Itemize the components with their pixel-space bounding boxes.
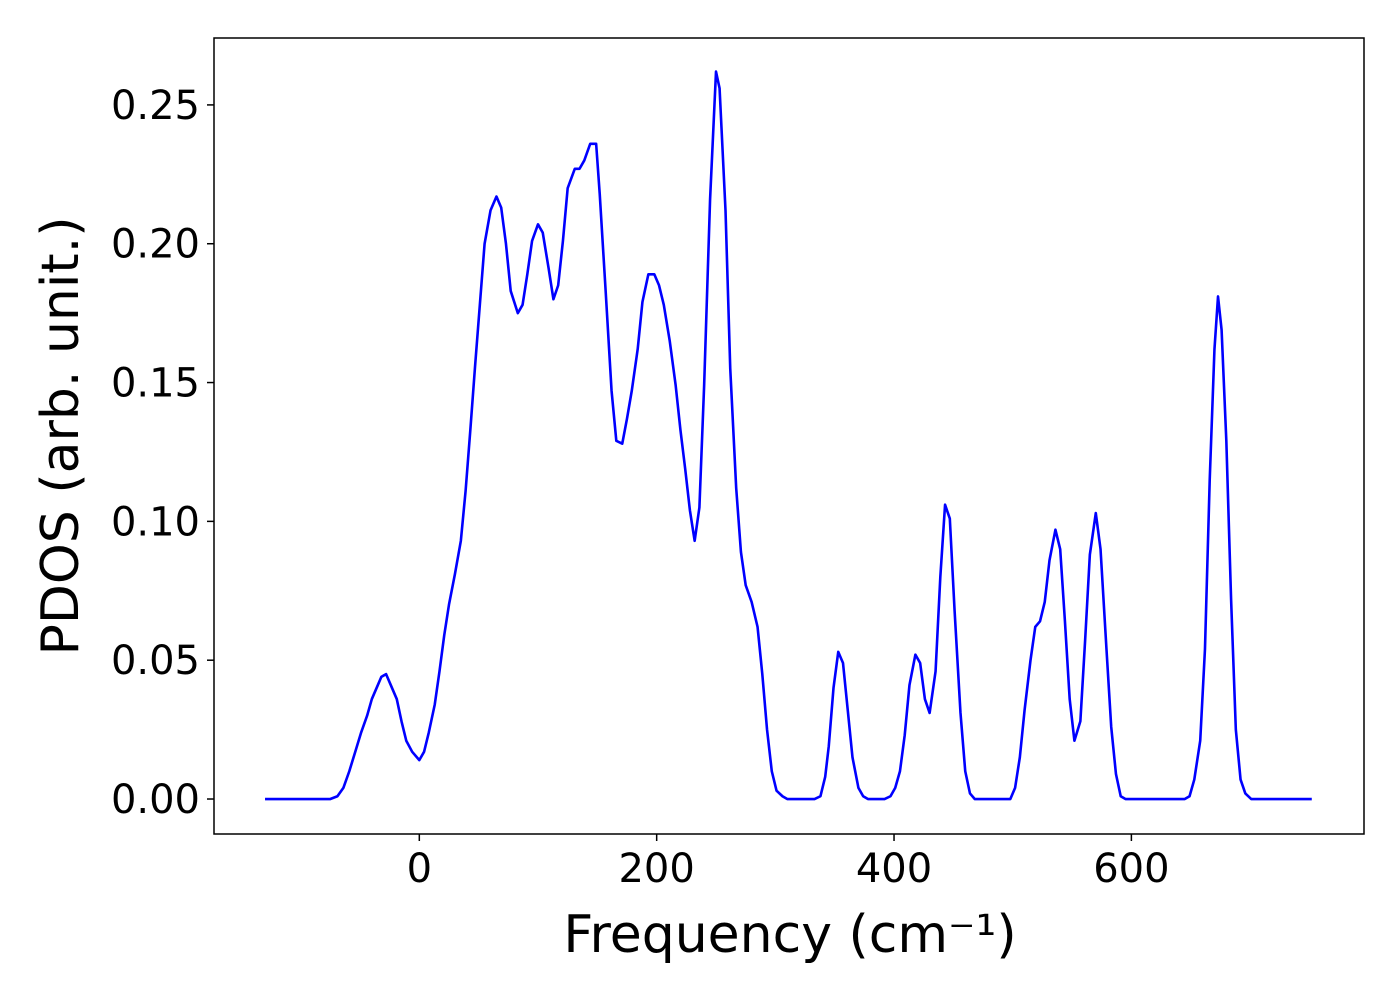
y-tick-label: 0.05 (111, 638, 200, 684)
x-tick-label: 200 (618, 846, 694, 892)
y-tick-label: 0.10 (111, 499, 200, 545)
x-tick-label: 0 (407, 846, 432, 892)
x-tick-label: 600 (1093, 846, 1169, 892)
x-tick-label: 400 (856, 846, 932, 892)
y-tick-label: 0.20 (111, 222, 200, 268)
x-axis-label: Frequency (cm⁻¹) (563, 905, 1016, 965)
data-line (265, 70, 1312, 801)
y-tick-label: 0.00 (111, 777, 200, 823)
y-tick-label: 0.25 (111, 83, 200, 129)
y-tick-label: 0.15 (111, 361, 200, 407)
plot-frame (213, 37, 1365, 835)
y-axis-label: PDOS (arb. unit.) (31, 216, 91, 655)
